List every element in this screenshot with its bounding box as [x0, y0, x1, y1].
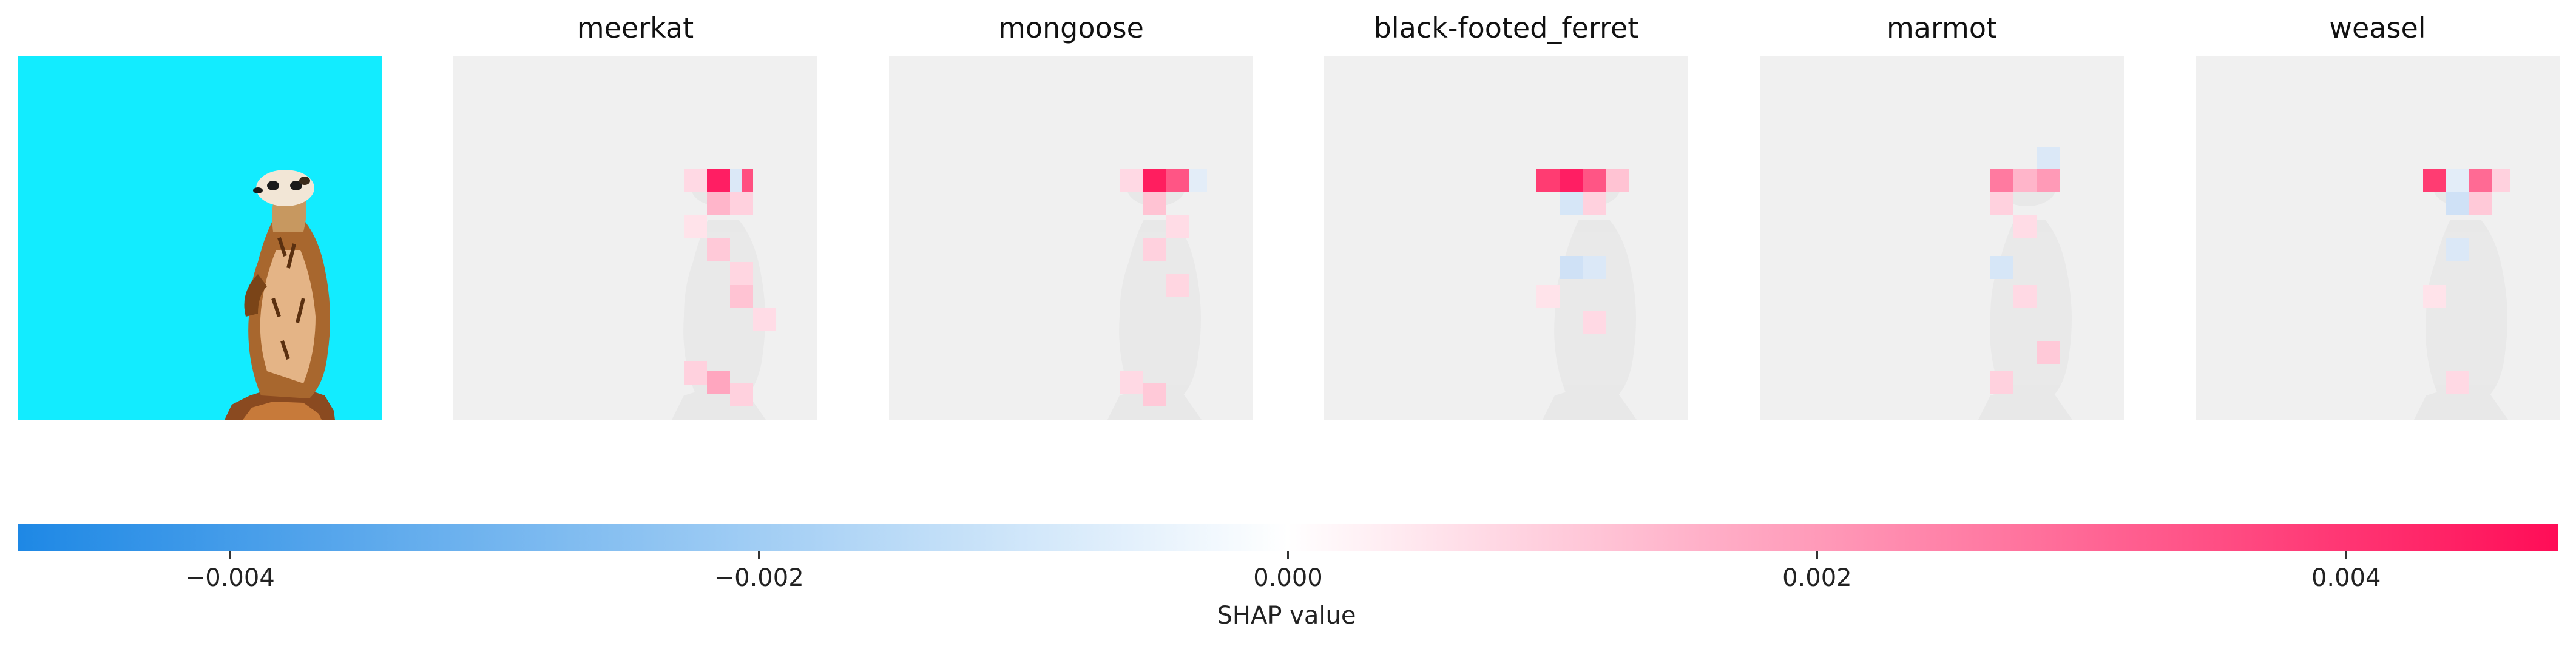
shap-heatmap-marmot — [1760, 56, 2124, 420]
shap-panel-weasel — [2196, 56, 2560, 420]
shap-colorbar — [18, 524, 2558, 551]
panel-title-marmot: marmot — [1886, 12, 1998, 44]
shap-heatmap-meerkat — [453, 56, 817, 420]
colorbar-tick-label: 0.004 — [2311, 564, 2381, 592]
shap-panel-meerkat — [453, 56, 817, 420]
colorbar-tick-label: −0.002 — [714, 564, 804, 592]
colorbar-tick-label: 0.000 — [1253, 564, 1323, 592]
panel-title-weasel: weasel — [2329, 12, 2426, 44]
colorbar-tick — [1287, 551, 1289, 559]
colorbar-tick-label: 0.002 — [1782, 564, 1852, 592]
colorbar-tick — [1816, 551, 1818, 559]
colorbar-tick — [758, 551, 760, 559]
shap-heatmap-black-footed-ferret — [1324, 56, 1688, 420]
shap-panel-marmot — [1760, 56, 2124, 420]
meerkat-image — [18, 56, 382, 420]
panel-title-mongoose: mongoose — [998, 12, 1144, 44]
shap-panel-black-footed-ferret — [1324, 56, 1688, 420]
original-image-panel — [18, 56, 382, 420]
panel-title-black-footed-ferret: black-footed_ferret — [1373, 12, 1639, 44]
panel-title-meerkat: meerkat — [576, 12, 694, 44]
shap-heatmap-weasel — [2196, 56, 2560, 420]
shap-heatmap-mongoose — [889, 56, 1253, 420]
shap-panel-mongoose — [889, 56, 1253, 420]
colorbar-tick — [2345, 551, 2347, 559]
colorbar-tick-label: −0.004 — [184, 564, 275, 592]
colorbar-label: SHAP value — [1217, 602, 1356, 630]
colorbar-tick — [229, 551, 231, 559]
